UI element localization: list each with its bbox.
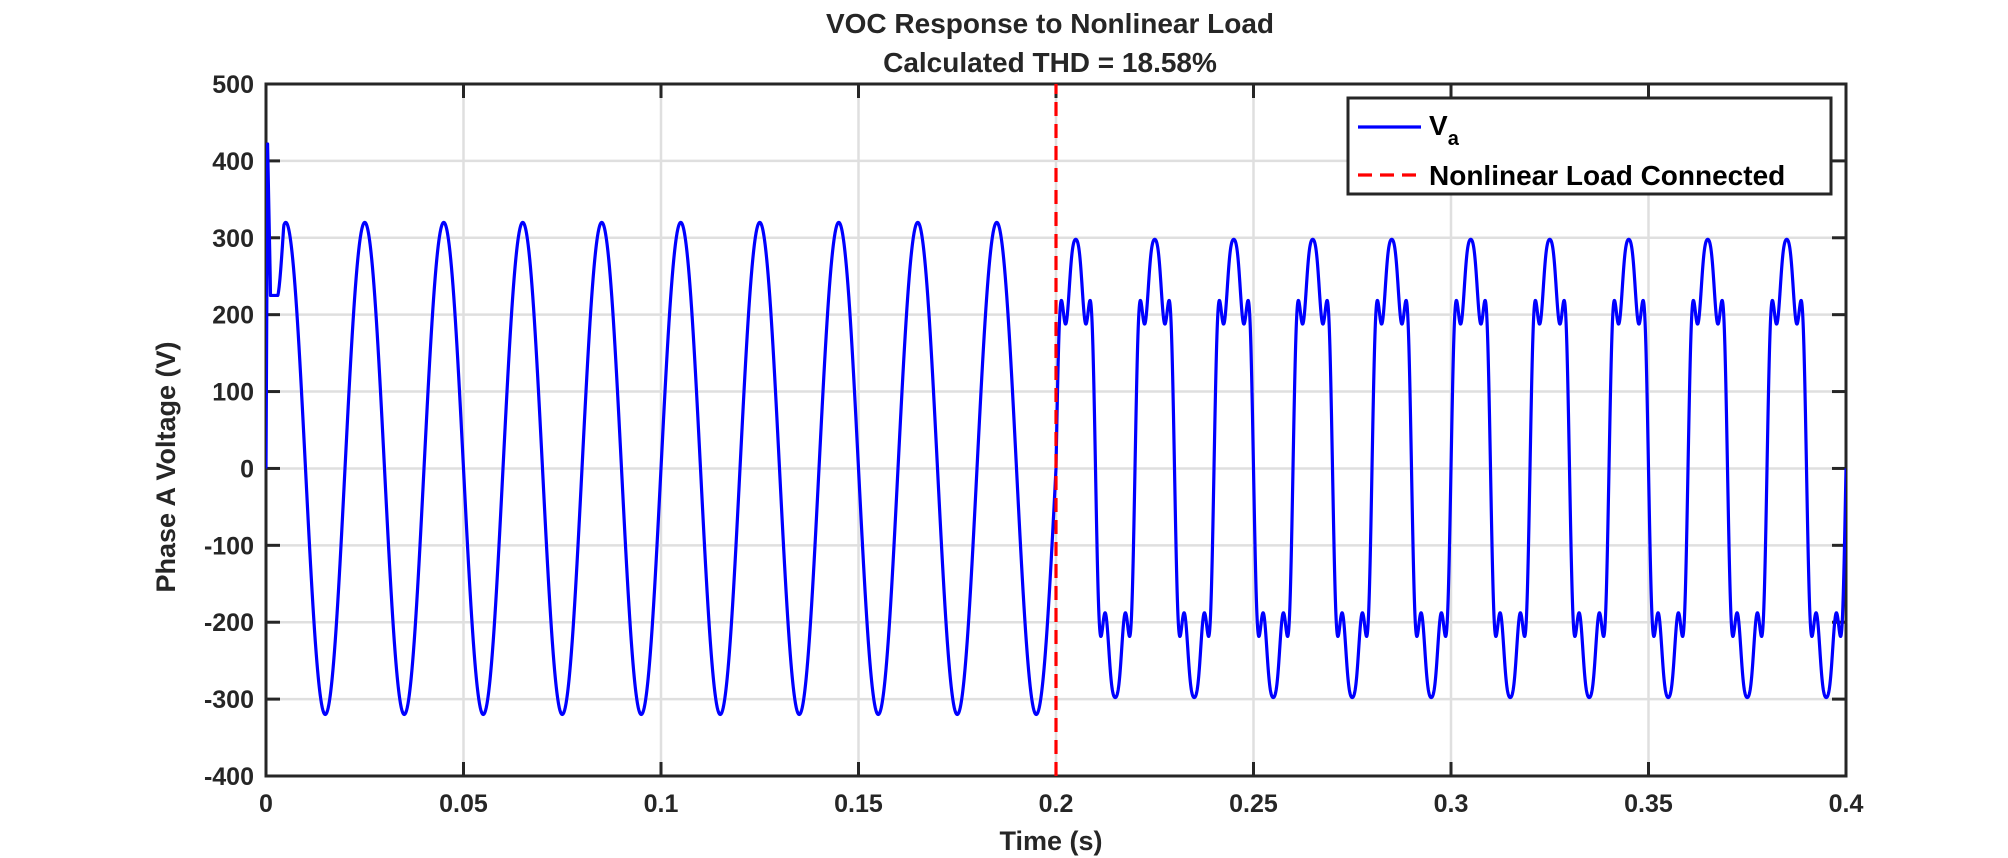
legend-va-subscript: a: [1448, 128, 1460, 150]
x-tick-label-8: 0.4: [1829, 790, 1864, 818]
y-tick-label-2: -200: [204, 609, 254, 637]
y-tick-label-0: -400: [204, 763, 254, 791]
legend-va-name: V: [1429, 110, 1448, 141]
x-tick-label-2: 0.1: [644, 790, 679, 818]
chart-title: VOC Response to Nonlinear Load: [826, 8, 1274, 39]
y-tick-label-6: 200: [212, 302, 254, 330]
x-tick-label-7: 0.35: [1624, 790, 1673, 818]
x-tick-label-3: 0.15: [834, 790, 883, 818]
series-va-line: [266, 142, 1846, 717]
chart-subtitle: Calculated THD = 18.58%: [883, 47, 1217, 78]
y-axis-label: Phase A Voltage (V): [151, 341, 181, 592]
legend: Va Nonlinear Load Connected: [1346, 96, 1833, 196]
legend-load-label: Nonlinear Load Connected: [1429, 160, 1785, 191]
x-tick-label-6: 0.3: [1434, 790, 1469, 818]
y-ticks: -400 -300 -200 -100 0 100 200 300 400 500: [204, 71, 1846, 791]
x-axis-label: Time (s): [999, 826, 1102, 856]
y-tick-label-4: 0: [240, 455, 254, 483]
y-tick-label-9: 500: [212, 71, 254, 99]
x-tick-label-5: 0.25: [1229, 790, 1278, 818]
x-ticks: 0 0.05 0.1 0.15 0.2 0.25 0.3 0.35 0.4: [259, 84, 1863, 818]
y-tick-label-3: -100: [204, 532, 254, 560]
y-tick-label-1: -300: [204, 686, 254, 714]
legend-va-label: Va: [1429, 110, 1460, 150]
legend-box: [1346, 96, 1833, 196]
x-tick-label-1: 0.05: [439, 790, 488, 818]
y-tick-label-5: 100: [212, 379, 254, 407]
x-tick-label-4: 0.2: [1039, 790, 1074, 818]
y-tick-label-7: 300: [212, 225, 254, 253]
y-tick-label-8: 400: [212, 148, 254, 176]
x-tick-label-0: 0: [259, 790, 273, 818]
